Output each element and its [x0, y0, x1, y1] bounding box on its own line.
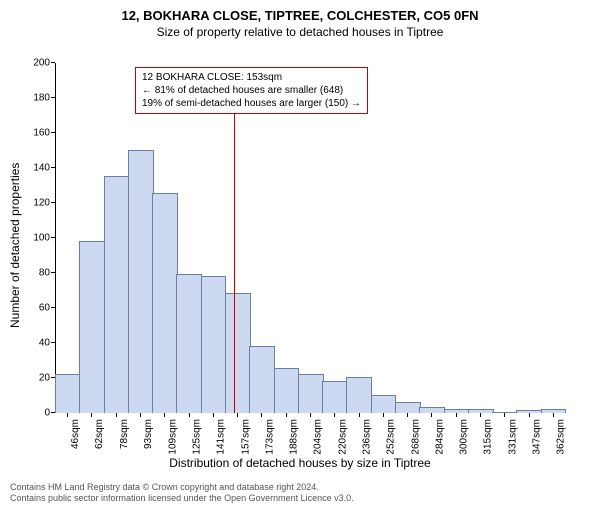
bar: [395, 402, 421, 414]
x-tick-label: 347sqm: [532, 419, 543, 455]
y-tick-label: 0: [44, 408, 50, 419]
x-tick-mark: [529, 413, 530, 417]
x-tick-label: 252sqm: [386, 419, 397, 455]
y-tick-label: 180: [33, 93, 50, 104]
y-tick-mark: [51, 202, 55, 203]
y-axis: [55, 63, 56, 413]
y-tick-label: 60: [39, 303, 50, 314]
x-tick-label: 78sqm: [119, 419, 130, 449]
footer-line2: Contains public sector information licen…: [10, 493, 590, 504]
x-tick-mark: [504, 413, 505, 417]
x-tick-label: 62sqm: [94, 419, 105, 449]
annotation-line2: ← 81% of detached houses are smaller (64…: [142, 84, 361, 97]
y-tick-mark: [51, 272, 55, 273]
x-tick-mark: [553, 413, 554, 417]
x-tick-mark: [140, 413, 141, 417]
y-tick-mark: [51, 132, 55, 133]
marker-vertical-line: [234, 107, 235, 413]
bar: [176, 274, 202, 413]
x-tick-mark: [310, 413, 311, 417]
y-tick-label: 40: [39, 338, 50, 349]
bar: [274, 368, 300, 413]
x-tick-label: 46sqm: [70, 419, 81, 449]
footer: Contains HM Land Registry data © Crown c…: [10, 482, 590, 504]
y-tick-label: 120: [33, 198, 50, 209]
y-tick-label: 100: [33, 233, 50, 244]
chart-title-address: 12, BOKHARA CLOSE, TIPTREE, COLCHESTER, …: [0, 8, 600, 23]
chart-container: 12 BOKHARA CLOSE: 153sqm ← 81% of detach…: [55, 63, 565, 413]
x-tick-mark: [359, 413, 360, 417]
x-tick-label: 220sqm: [337, 419, 348, 455]
chart-subtitle: Size of property relative to detached ho…: [0, 25, 600, 39]
y-tick-label: 80: [39, 268, 50, 279]
bar: [152, 193, 178, 413]
y-axis-label: Number of detached properties: [8, 163, 22, 328]
x-tick-mark: [286, 413, 287, 417]
x-tick-label: 331sqm: [507, 419, 518, 455]
bar: [104, 176, 130, 413]
x-tick-mark: [334, 413, 335, 417]
bar: [346, 377, 372, 413]
x-tick-mark: [67, 413, 68, 417]
x-tick-label: 173sqm: [264, 419, 275, 455]
x-tick-mark: [164, 413, 165, 417]
x-tick-label: 125sqm: [192, 419, 203, 455]
y-tick-label: 200: [33, 58, 50, 69]
bar: [249, 346, 275, 414]
bar: [79, 241, 105, 414]
annotation-line1: 12 BOKHARA CLOSE: 153sqm: [142, 71, 361, 84]
x-tick-label: 188sqm: [289, 419, 300, 455]
y-tick-mark: [51, 342, 55, 343]
bar: [128, 150, 154, 414]
bar: [225, 293, 251, 413]
x-tick-label: 109sqm: [167, 419, 178, 455]
x-tick-label: 300sqm: [459, 419, 470, 455]
x-tick-label: 93sqm: [143, 419, 154, 449]
bar: [322, 381, 348, 414]
bar: [371, 395, 397, 414]
x-tick-mark: [213, 413, 214, 417]
x-tick-label: 268sqm: [410, 419, 421, 455]
x-tick-label: 157sqm: [240, 419, 251, 455]
x-tick-mark: [261, 413, 262, 417]
x-tick-label: 204sqm: [313, 419, 324, 455]
y-tick-mark: [51, 307, 55, 308]
y-tick-label: 20: [39, 373, 50, 384]
y-tick-mark: [51, 412, 55, 413]
x-tick-mark: [237, 413, 238, 417]
bar: [298, 374, 324, 414]
x-tick-mark: [407, 413, 408, 417]
x-tick-label: 284sqm: [434, 419, 445, 455]
x-tick-mark: [116, 413, 117, 417]
footer-line1: Contains HM Land Registry data © Crown c…: [10, 482, 590, 493]
bar: [55, 374, 81, 414]
y-tick-label: 140: [33, 163, 50, 174]
x-tick-label: 315sqm: [483, 419, 494, 455]
y-tick-mark: [51, 167, 55, 168]
x-tick-mark: [91, 413, 92, 417]
x-tick-mark: [189, 413, 190, 417]
y-tick-mark: [51, 62, 55, 63]
y-tick-mark: [51, 97, 55, 98]
annotation-line3: 19% of semi-detached houses are larger (…: [142, 97, 361, 110]
x-tick-label: 362sqm: [556, 419, 567, 455]
x-tick-label: 141sqm: [216, 419, 227, 455]
x-tick-mark: [456, 413, 457, 417]
x-axis-label: Distribution of detached houses by size …: [0, 456, 600, 470]
x-tick-mark: [480, 413, 481, 417]
annotation-box: 12 BOKHARA CLOSE: 153sqm ← 81% of detach…: [135, 67, 368, 114]
y-tick-label: 160: [33, 128, 50, 139]
y-tick-mark: [51, 377, 55, 378]
x-tick-mark: [383, 413, 384, 417]
x-tick-mark: [431, 413, 432, 417]
bar: [201, 276, 227, 414]
y-tick-mark: [51, 237, 55, 238]
x-tick-label: 236sqm: [362, 419, 373, 455]
